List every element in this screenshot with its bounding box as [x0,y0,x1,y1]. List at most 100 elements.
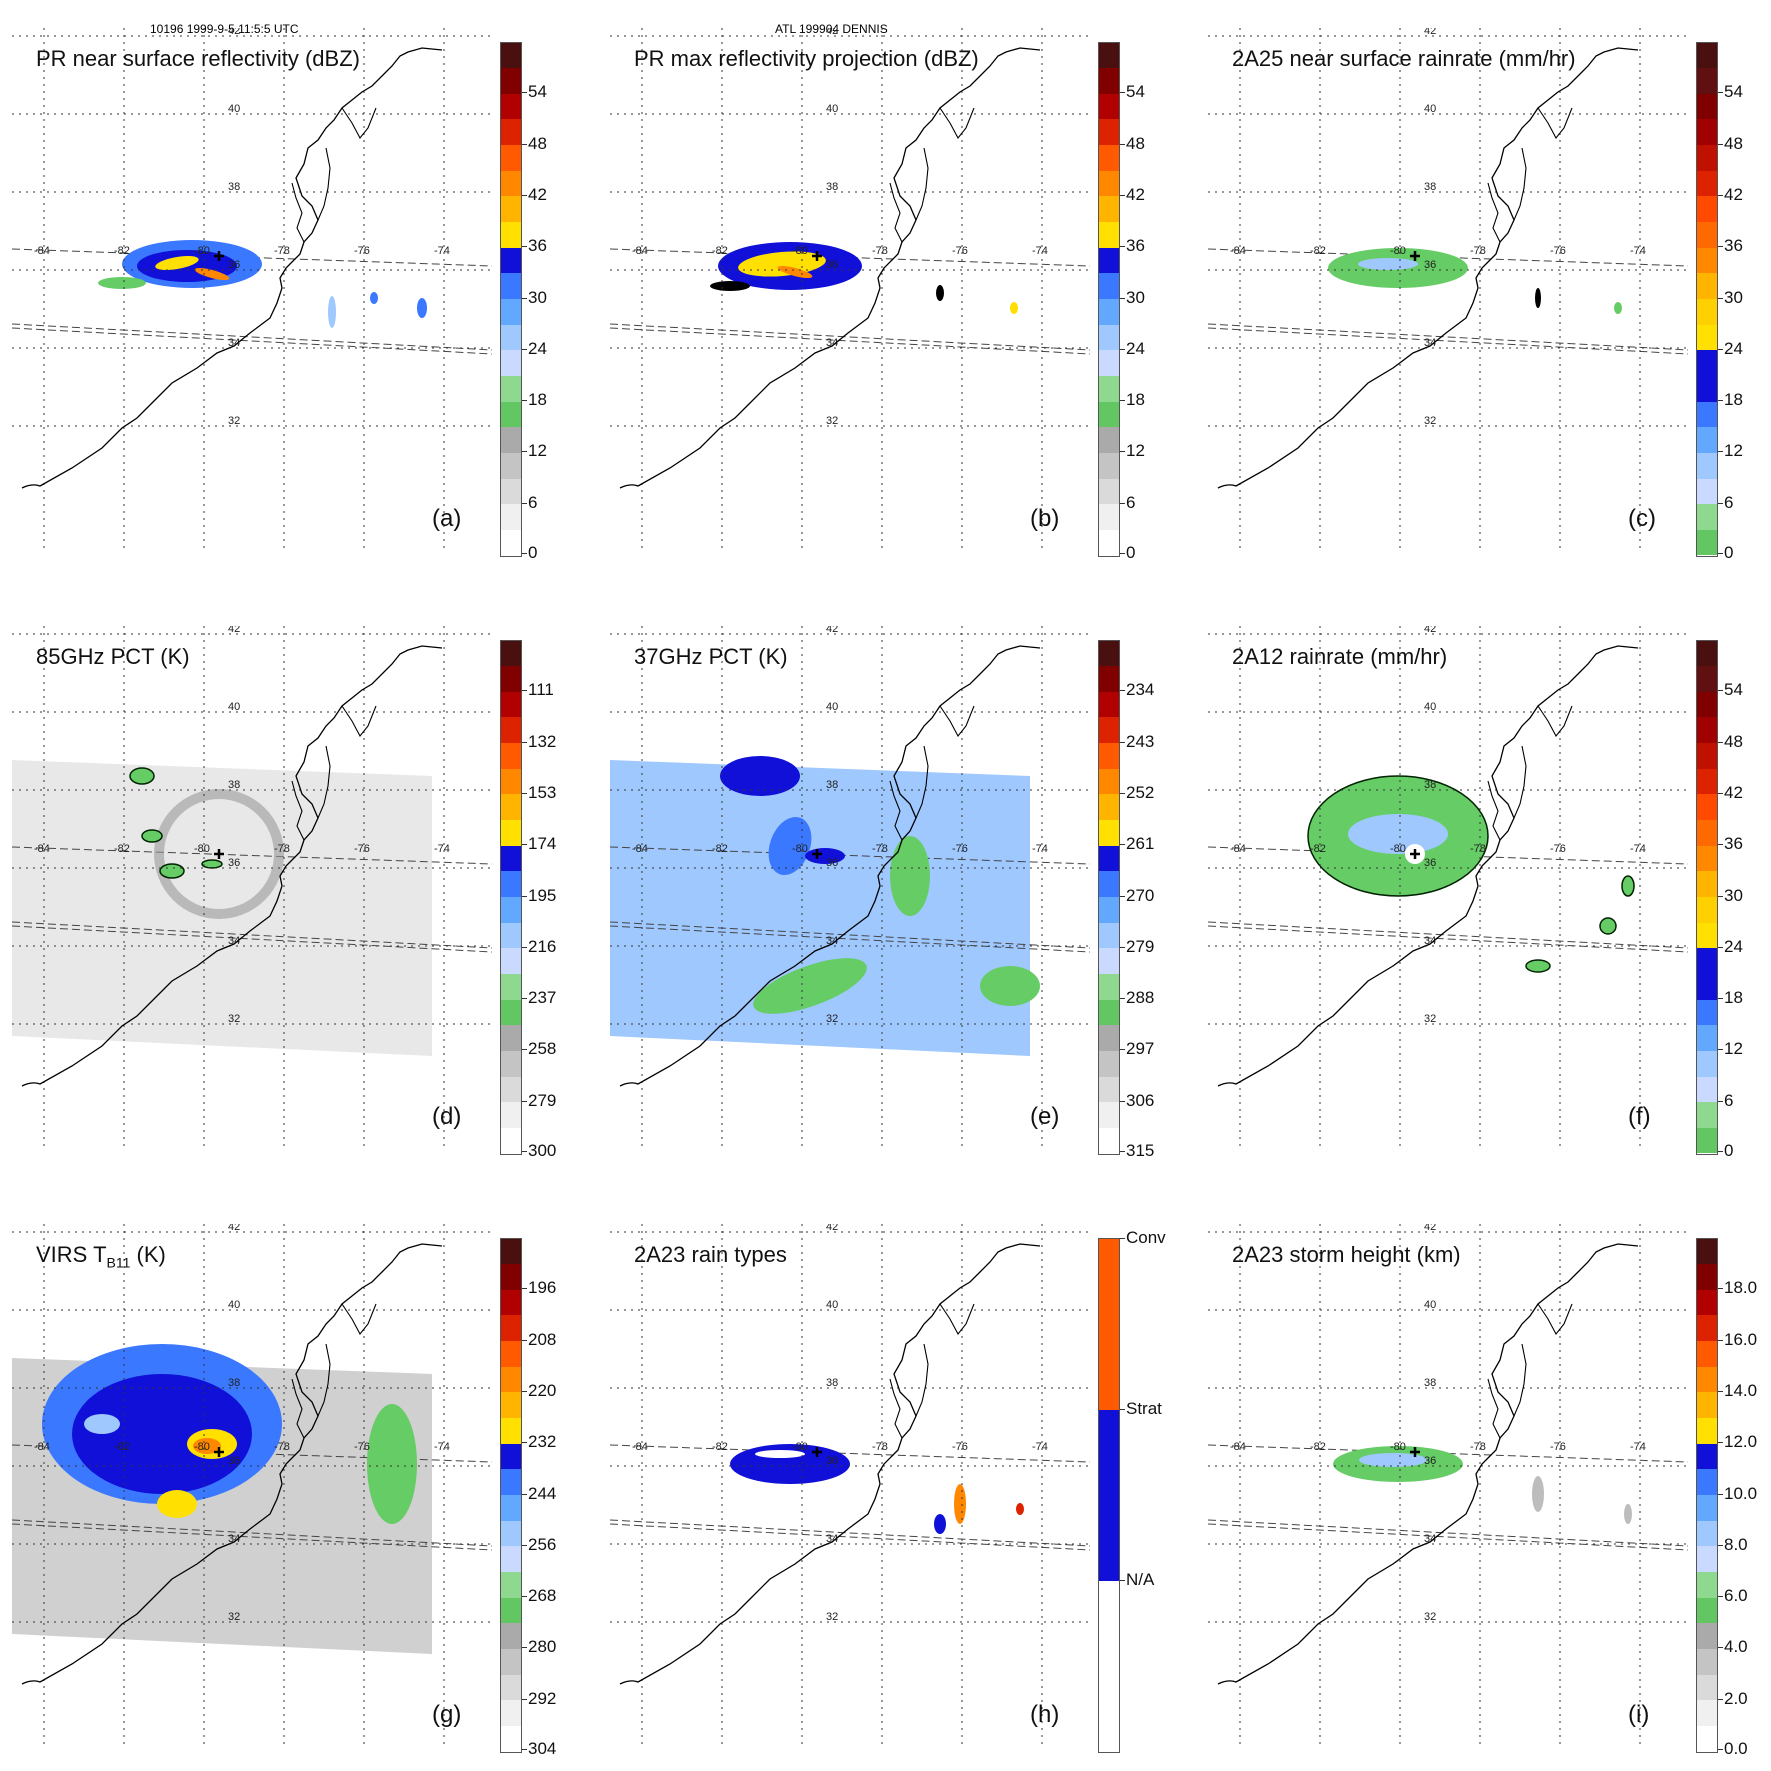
colorbar-tick-label: 195 [528,885,557,905]
colorbar-tick-label: 14.0 [1724,1380,1758,1400]
colorbar-segment [1098,922,1120,949]
lon-label: -74 [1630,245,1646,257]
colorbar-segment [1696,1050,1718,1077]
swath-edge [1208,323,1688,351]
panel-title-text: 37GHz PCT (K) [634,644,788,669]
colorbar-segment [1696,1391,1718,1419]
colorbar-tick [522,1049,527,1051]
colorbar-tick-label: 48 [1724,133,1743,153]
colorbar-tick-label: 10.0 [1724,1483,1758,1503]
bay-coastline [291,745,331,841]
colorbar-tick [1718,1647,1723,1649]
bay-coastline [939,107,975,139]
coastline [1217,645,1639,1087]
cloud-band [84,1414,120,1434]
colorbar-tick-label: 30 [1126,287,1145,307]
colorbar-segment [500,401,522,428]
colorbar-tick-label: 244 [528,1483,557,1503]
colorbar-segment [500,529,522,556]
orbit-timestamp: 10196 1999-9-5 11:5:5 UTC [150,22,299,36]
colorbar-segment [1696,768,1718,795]
colorbar-tick [522,792,527,794]
colorbar-segment [500,1050,522,1077]
colorbar-segment [500,452,522,479]
colorbar-tick [522,348,527,350]
map-plot: -84 -82 -80 -78 -76 -74 42 40 38 36 34 32 [610,626,1090,1146]
lat-label: 38 [826,779,838,791]
lon-label: -74 [1630,1441,1646,1453]
lon-label: -82 [712,1441,728,1453]
lat-label: 32 [228,415,240,427]
gap [755,1450,805,1458]
lat-lon-grid [610,626,1090,1146]
colorbar-tick [522,895,527,897]
colorbar-tick [1120,143,1125,145]
colorbar-segment [1098,272,1120,299]
colorbar-segment [1098,42,1120,69]
colorbar-segment [500,503,522,530]
colorbar-segment [1098,947,1120,974]
lon-label: -84 [1230,1441,1246,1453]
convective-rain [954,1484,966,1524]
lat-label: 42 [1424,626,1436,635]
colorbar: 54 48 42 36 30 24 18 12 6 0 [1696,640,1743,1160]
colorbar-tick [1718,297,1723,299]
colorbar-tick [522,143,527,145]
colorbar-tick-label: 8.0 [1724,1534,1748,1554]
colorbar-segment [500,973,522,1000]
colorbar-tick-label: 2.0 [1724,1688,1748,1708]
colorbar-segment [500,375,522,402]
colorbar-segment [500,1468,522,1495]
storm-center-marker [812,849,822,859]
colorbar-tick [522,1442,527,1444]
lat-label: 42 [826,1224,838,1233]
colorbar-tick-label: 304 [528,1739,557,1758]
colorbar-segment [1696,1545,1718,1572]
echo-cell [1535,288,1541,308]
colorbar-tick [1120,400,1125,402]
light-rain [98,277,146,289]
colorbar-tick-label: 18 [1126,390,1145,410]
colorbar-tick-label: 30 [528,287,547,307]
colorbar-tick-label: 270 [1126,885,1155,905]
colorbar-segment [1696,1674,1718,1701]
colorbar-tick [1120,1100,1125,1102]
lat-label: 34 [1424,935,1436,947]
colorbar-segment [1098,1050,1120,1077]
colorbar-segment [1696,1238,1718,1265]
colorbar-tick [1120,553,1125,554]
colorbar-tick [1718,1442,1723,1444]
bay-coastline [1537,705,1573,737]
colorbar-segment [1098,195,1120,223]
colorbar-tick [1120,1580,1125,1581]
panel-title-text: 2A25 near surface rainrate (mm/hr) [1232,46,1576,71]
colorbar-segment [500,1024,522,1051]
colorbar-segment [1696,375,1718,402]
swath-edge [1208,921,1688,949]
lon-label: -78 [274,245,290,257]
lon-label: -78 [1470,1441,1486,1453]
lon-label: -78 [1470,843,1486,855]
colorbar-tick [1120,451,1125,453]
colorbar-tick-label: 12 [1126,441,1145,461]
colorbar-tick-label: 256 [528,1534,557,1554]
lon-label: -80 [792,245,808,257]
rain-cell [328,296,336,328]
colorbar-segment [1098,349,1120,376]
colorbar-segment [1696,1520,1718,1547]
cold-cloud-patch [159,863,185,879]
colorbar-segment [500,1622,522,1649]
map-plot: -84 -82 -80 -78 -76 -74 42 40 38 36 34 32 [610,28,1090,548]
lon-label: -84 [632,843,648,855]
colorbar-tick-label: 0 [1724,543,1734,562]
colorbar-frame [1696,640,1718,1155]
lat-label: 42 [228,626,240,635]
colorbar-segment [500,1520,522,1547]
panel-title: VIRS TB11 (K) [36,1242,166,1270]
colorbar-segment [1098,452,1120,479]
colorbar-tick [1120,297,1125,299]
colorbar-segment [500,845,522,872]
colorbar-segment [1696,845,1718,872]
panel-title: 2A23 rain types [634,1242,787,1268]
colorbar-tick-label: 24 [1724,936,1743,956]
